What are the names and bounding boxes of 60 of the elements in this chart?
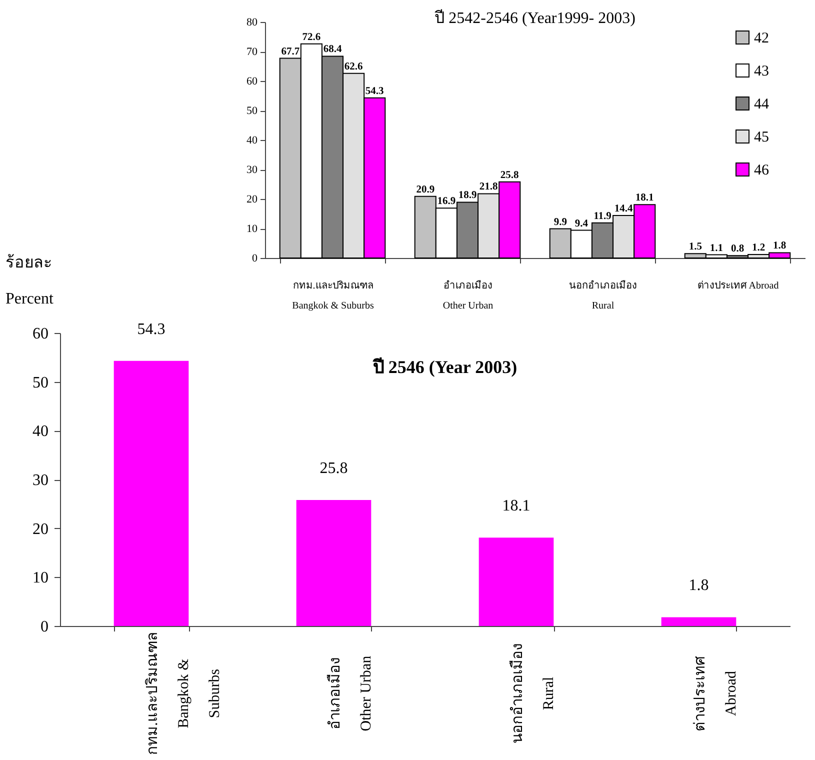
data-label: 67.7 (281, 46, 300, 58)
data-label: 1.1 (710, 242, 724, 254)
data-label: 25.8 (500, 170, 519, 181)
data-label: 9.4 (574, 218, 589, 230)
x-tick-label: ต่างประเทศ Abroad (692, 656, 740, 732)
data-label: 16.9 (437, 196, 456, 208)
data-label: 14.4 (614, 204, 634, 215)
y-tick-label: 40 (32, 423, 48, 440)
bar (296, 500, 372, 626)
x-tick-label: กทม.และปริมณฑล Bangkok & Suburbs (144, 632, 223, 755)
y-tick-label: 50 (32, 374, 48, 392)
x-tick-label: นอกอำเภอเมือง Rural (569, 280, 637, 312)
y-tick-label: 30 (246, 164, 258, 176)
legend-label: 44 (754, 96, 770, 112)
data-label: 54.3 (365, 86, 384, 97)
y-tick-label: 20 (32, 520, 48, 538)
data-label: 21.8 (479, 182, 498, 193)
data-label: 25.8 (320, 460, 348, 478)
y-tick-label: 50 (246, 105, 258, 117)
chart-title: ปี 2542-2546 (Year1999- 2003) (434, 9, 636, 27)
text: ปี 2546 (Year 2003) (372, 357, 518, 377)
data-label: 18.9 (458, 190, 477, 202)
x-tick-label: นอกอำเภอเมือง Rural (508, 644, 557, 744)
data-label: 62.6 (344, 61, 363, 72)
x-tick-label: อำเภอเมือง Other Urban (442, 280, 494, 312)
y-tick-label: 30 (32, 472, 48, 489)
y-tick-label: 70 (246, 46, 258, 58)
data-label: 68.4 (323, 44, 342, 56)
legend-label: 45 (754, 130, 769, 146)
bar (661, 617, 736, 626)
data-label: 18.1 (635, 192, 654, 204)
legend-label: 43 (754, 64, 769, 80)
data-label: 1.5 (688, 242, 702, 253)
bar (478, 538, 554, 626)
y-tick-label: 20 (246, 194, 258, 206)
data-label: 20.9 (416, 184, 435, 196)
data-label: 1.2 (752, 242, 766, 254)
data-label: 11.9 (594, 210, 612, 222)
y-tick-label: 0 (40, 618, 48, 636)
y-tick-label: 60 (246, 76, 258, 88)
y-tick-label: 10 (246, 223, 258, 235)
bar (114, 360, 189, 626)
y-tick-label: 0 (252, 252, 258, 264)
y-axis-title: ร้อยละ Percent (6, 254, 54, 308)
data-label: 0.8 (730, 244, 744, 255)
y-tick-label: 10 (32, 570, 48, 587)
x-tick-label: กทม.และปริมณฑล Bangkok & Suburbs (292, 280, 374, 312)
data-label: 72.6 (302, 32, 321, 43)
y-tick-label: 40 (246, 134, 258, 146)
data-label: 9.9 (554, 216, 567, 228)
data-label: 1.8 (688, 577, 709, 594)
x-tick-label: ต่างประเทศ Abroad (697, 280, 779, 292)
data-label: 54.3 (137, 320, 166, 338)
legend-label: 46 (754, 162, 770, 178)
legend-label: 42 (754, 30, 769, 46)
y-tick-label: 80 (246, 16, 258, 28)
data-label: 18.1 (502, 498, 530, 515)
y-tick-label: 60 (32, 326, 48, 342)
x-tick-label: อำเภอเมือง Other Urban (326, 655, 374, 732)
data-label: 1.8 (773, 240, 786, 252)
